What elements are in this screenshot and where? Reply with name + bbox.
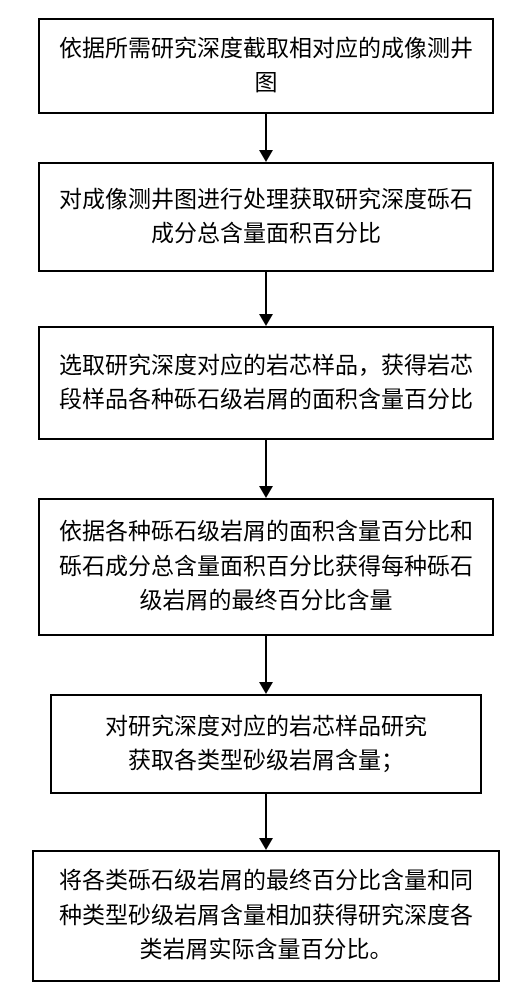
flow-step-text: 将各类砾石级岩屑的最终百分比含量和同种类型砂级岩屑含量相加获得研究深度各类岩屑实… [52, 864, 480, 968]
arrow-head-icon [259, 314, 273, 326]
arrow-line [265, 272, 267, 314]
arrow-head-icon [259, 682, 273, 694]
flow-step-text: 选取研究深度对应的岩芯样品，获得岩芯段样品各种砾石级岩屑的面积含量百分比 [58, 349, 474, 418]
flow-step-text: 对成像测井图进行处理获取研究深度砾石成分总含量面积百分比 [58, 183, 474, 252]
flow-step-step1: 依据所需研究深度截取相对应的成像测井图 [38, 18, 494, 114]
arrow-head-icon [259, 150, 273, 162]
flow-step-text: 依据各种砾石级岩屑的面积含量百分比和砾石成分总含量面积百分比获得每种砾石级岩屑的… [58, 515, 474, 619]
flow-step-text: 依据所需研究深度截取相对应的成像测井图 [58, 32, 474, 101]
flow-step-step3: 选取研究深度对应的岩芯样品，获得岩芯段样品各种砾石级岩屑的面积含量百分比 [38, 326, 494, 440]
flowchart-canvas: 依据所需研究深度截取相对应的成像测井图对成像测井图进行处理获取研究深度砾石成分总… [0, 0, 531, 1000]
arrow-line [265, 794, 267, 838]
flow-step-step5: 对研究深度对应的岩芯样品研究 获取各类型砂级岩屑含量； [50, 694, 482, 794]
flow-step-step2: 对成像测井图进行处理获取研究深度砾石成分总含量面积百分比 [38, 162, 494, 272]
arrow-head-icon [259, 486, 273, 498]
arrow-head-icon [259, 838, 273, 850]
flow-step-step4: 依据各种砾石级岩屑的面积含量百分比和砾石成分总含量面积百分比获得每种砾石级岩屑的… [38, 498, 494, 636]
arrow-line [265, 114, 267, 150]
flow-step-text: 对研究深度对应的岩芯样品研究 获取各类型砂级岩屑含量； [105, 710, 427, 779]
arrow-line [265, 636, 267, 682]
arrow-line [265, 440, 267, 486]
flow-step-step6: 将各类砾石级岩屑的最终百分比含量和同种类型砂级岩屑含量相加获得研究深度各类岩屑实… [32, 850, 500, 982]
